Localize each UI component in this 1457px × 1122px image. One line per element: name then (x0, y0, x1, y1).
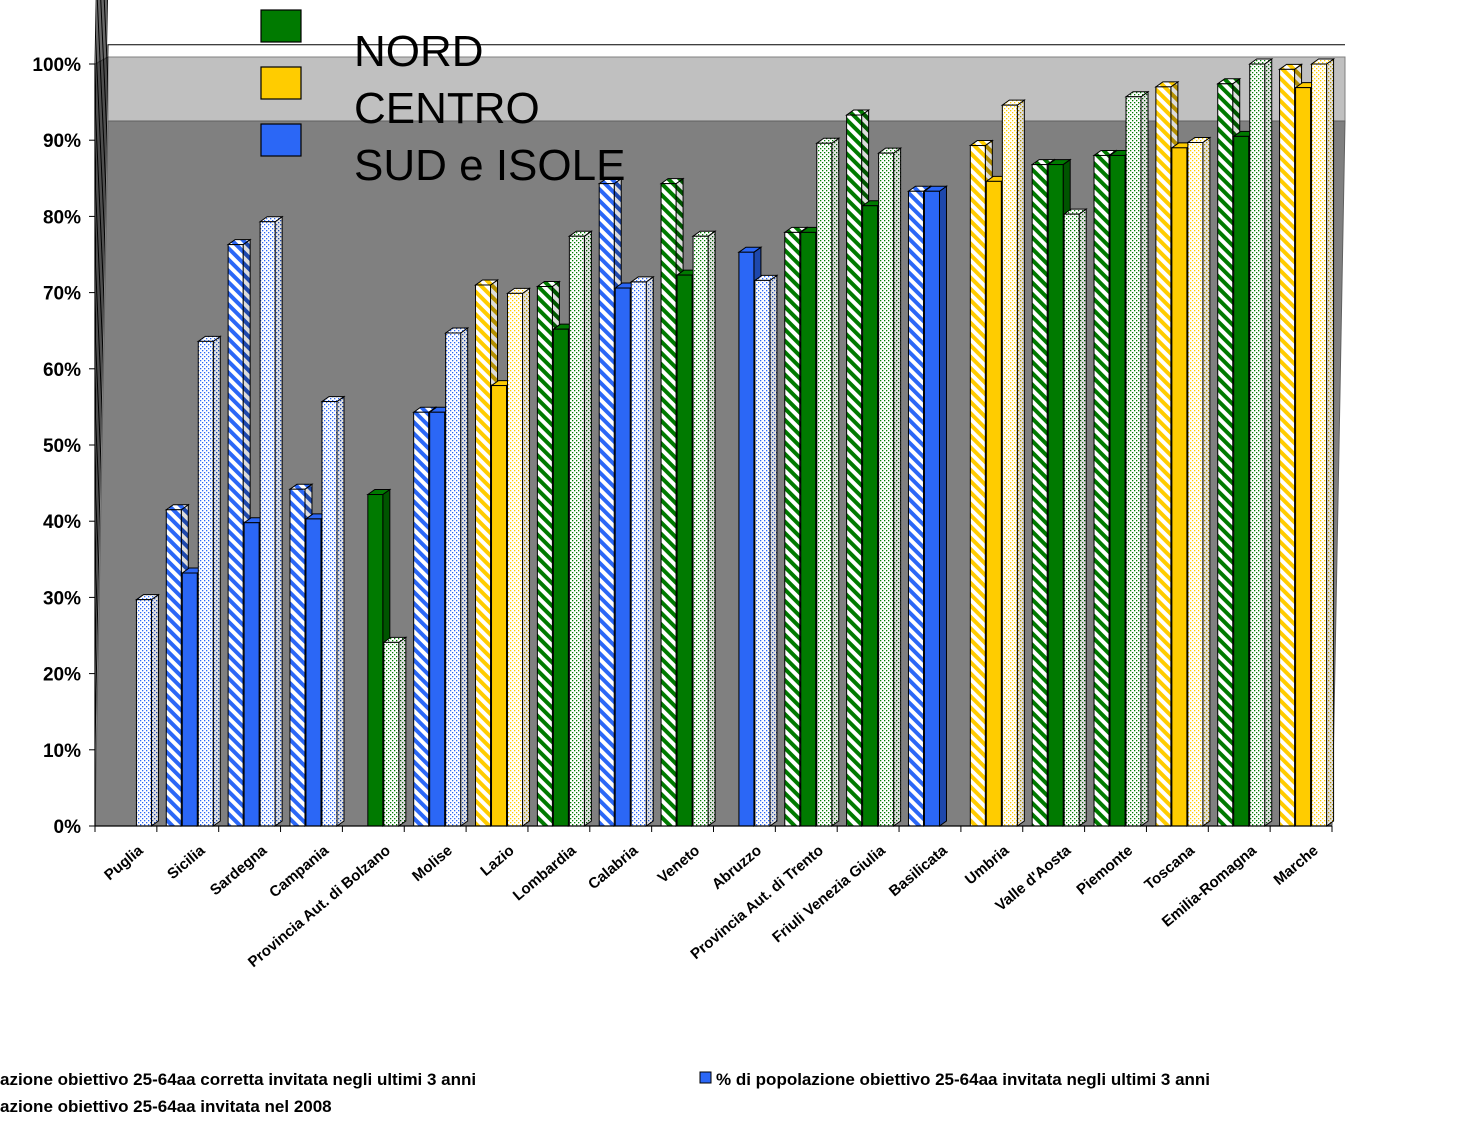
x-tick-label: Lazio (477, 842, 517, 880)
bar-invited-2008 (382, 636, 408, 827)
bar-invited-2008 (691, 230, 717, 827)
x-tick-label: Molise (409, 842, 456, 885)
region-swatch (260, 66, 302, 100)
series-legend-label: % di popolazione obiettivo 25-64aa invit… (716, 1070, 1210, 1089)
bars (134, 58, 1336, 827)
region-label: NORD (354, 27, 484, 76)
y-tick-label: 0% (54, 817, 82, 838)
series-legend-swatch (699, 1071, 712, 1084)
x-tick-label: Toscana (1141, 842, 1198, 894)
bar-invited-2008 (753, 274, 779, 827)
region-label: CENTRO (354, 84, 540, 133)
bar-invited-2008 (444, 327, 470, 827)
x-tick-label: Friuli Venezia Giulia (769, 842, 889, 947)
gridline (94, 0, 108, 674)
region-legend: NORD CENTRO SUD e ISOLE (260, 9, 625, 190)
gridline (94, 0, 103, 369)
gridline (94, 44, 1345, 750)
x-tick-label: Piemonte (1073, 842, 1136, 898)
bar-invited-2008 (1000, 99, 1026, 827)
y-tick-label: 30% (43, 588, 81, 609)
region-swatch (260, 9, 302, 43)
y-tick-label: 20% (43, 665, 81, 686)
y-tick-label: 80% (43, 207, 81, 228)
series-legend-label: azione obiettivo 25-64aa invitata nel 20… (0, 1097, 332, 1116)
x-tick-label: Sardegna (207, 842, 271, 899)
bar-invited-2008 (1248, 58, 1274, 827)
gridline (94, 0, 101, 293)
y-tick-label: 60% (43, 360, 81, 381)
y-tick-label: 70% (43, 284, 81, 305)
bar-invited-2008 (1186, 136, 1212, 827)
bar-invited-2008 (258, 215, 284, 827)
bar-invited-3yr (922, 185, 949, 827)
x-tick-label: Sicilia (164, 842, 209, 883)
bar-invited-2008 (629, 275, 655, 827)
bar-invited-2008 (1062, 208, 1088, 827)
x-tick-label: Umbria (962, 842, 1013, 889)
y-tick-label: 40% (43, 512, 81, 533)
bar-invited-2008 (505, 287, 532, 827)
series-legend-label: azione obiettivo 25-64aa corretta invita… (0, 1070, 476, 1089)
series-legend: azione obiettivo 25-64aa corretta invita… (0, 1070, 1210, 1116)
gridline (94, 0, 104, 446)
x-tick-label: Veneto (655, 842, 704, 887)
y-tick-label: 90% (43, 131, 81, 152)
bar-invited-2008 (1310, 58, 1336, 827)
bar-invited-2008 (877, 147, 903, 827)
region-swatch (260, 123, 302, 157)
gridline (94, 0, 107, 598)
bar-invited-2008 (134, 593, 160, 827)
x-tick-label: Lombardia (510, 842, 580, 905)
y-tick-label: 100% (32, 55, 81, 76)
gridline (94, 0, 106, 522)
x-tick-label: Puglia (101, 842, 147, 884)
y-axis: 0% 10% 20% 30% 40% 50% 60% 70% 80% 90% 100% (32, 55, 96, 838)
gridlines (94, 0, 1345, 750)
bar-invited-2008 (815, 137, 841, 827)
bar-invited-2008 (567, 230, 593, 827)
bar-invited-2008 (196, 335, 222, 827)
y-tick-label: 50% (43, 436, 81, 457)
x-tick-label: Marche (1270, 842, 1321, 889)
y-tick-label: 10% (43, 741, 81, 762)
bar-invited-2008 (320, 395, 346, 827)
x-tick-label: Abruzzo (709, 842, 765, 893)
x-tick-label: Calabria (585, 842, 642, 893)
bar-invited-2008 (1124, 90, 1150, 827)
x-tick-label: Basilicata (886, 842, 951, 900)
region-label: SUD e ISOLE (354, 141, 625, 190)
